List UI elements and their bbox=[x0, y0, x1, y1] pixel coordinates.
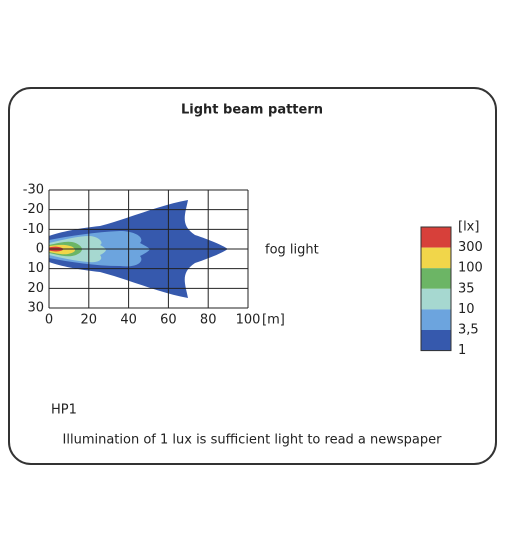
title: Light beam pattern bbox=[181, 103, 323, 118]
legend-swatch bbox=[421, 268, 451, 289]
legend-swatch bbox=[421, 330, 451, 351]
series-label: fog light bbox=[265, 243, 319, 258]
x-tick-label: 100 bbox=[236, 313, 261, 328]
x-tick-label: 20 bbox=[81, 313, 98, 328]
y-tick-label: 30 bbox=[27, 301, 44, 316]
frame bbox=[8, 87, 497, 465]
y-tick-label: -10 bbox=[23, 222, 44, 237]
code: HP1 bbox=[51, 403, 77, 418]
y-tick-label: 10 bbox=[27, 261, 44, 276]
legend-swatch bbox=[421, 288, 451, 310]
note: Illumination of 1 lux is sufficient ligh… bbox=[63, 433, 443, 448]
y-tick-label: 20 bbox=[27, 281, 44, 296]
x-tick-label: 40 bbox=[120, 313, 137, 328]
y-tick-label: -20 bbox=[23, 202, 44, 217]
legend-swatch bbox=[421, 309, 451, 330]
legend-unit: [lx] bbox=[458, 220, 479, 235]
legend-label: 1 bbox=[458, 343, 466, 358]
legend-frame bbox=[420, 226, 452, 352]
x-unit: [m] bbox=[262, 313, 285, 328]
x-tick-label: 80 bbox=[200, 313, 217, 328]
legend-label: 300 bbox=[458, 240, 483, 255]
x-tick-label: 0 bbox=[45, 313, 53, 328]
x-tick-label: 60 bbox=[160, 313, 177, 328]
legend-label: 35 bbox=[458, 281, 475, 296]
legend-swatch bbox=[421, 227, 451, 248]
legend-label: 10 bbox=[458, 302, 475, 317]
y-tick-label: -30 bbox=[23, 183, 44, 198]
y-tick-label: 0 bbox=[36, 242, 44, 257]
legend-label: 3,5 bbox=[458, 323, 479, 338]
legend-swatch bbox=[421, 247, 451, 269]
legend-label: 100 bbox=[458, 261, 483, 276]
